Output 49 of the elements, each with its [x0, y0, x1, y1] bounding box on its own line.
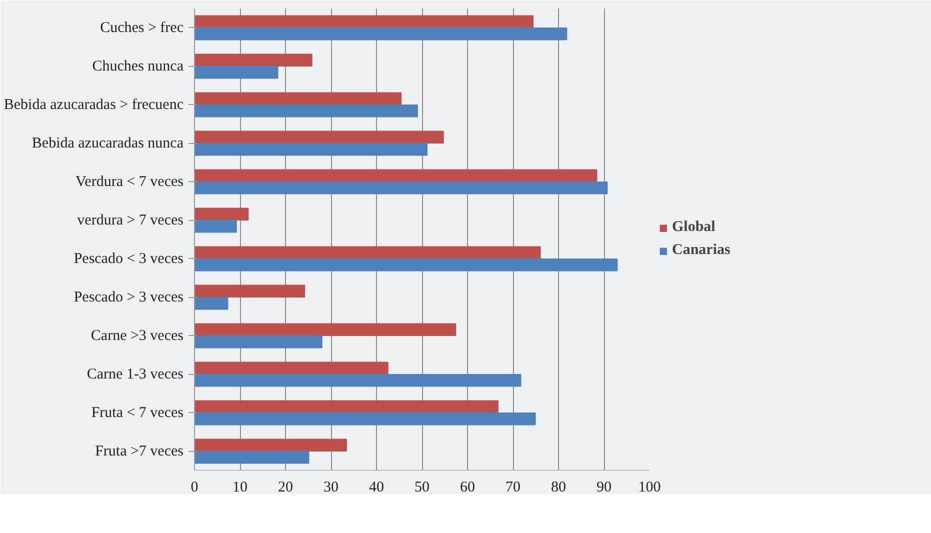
x-tick-label: 10 [232, 480, 248, 496]
bar [194, 15, 534, 28]
y-tick-label: Chuches nunca [92, 58, 184, 74]
bar [194, 323, 456, 336]
bar [194, 258, 618, 272]
bar [194, 284, 306, 298]
bar [194, 182, 608, 194]
y-tick-label: Cuches > frec [100, 20, 184, 36]
y-tick-label: verdura > 7 veces [77, 212, 184, 228]
y-tick-label: Fruta >7 veces [95, 443, 184, 460]
x-tick-label: 40 [369, 480, 384, 496]
bar [194, 92, 402, 105]
x-tick-label: 30 [324, 480, 338, 496]
bar [194, 169, 598, 182]
y-tick-label: Verdura < 7 veces [76, 174, 184, 190]
x-tick-label: 20 [278, 480, 293, 496]
bar [194, 66, 278, 79]
y-tick-label: Pescado < 3 veces [74, 250, 184, 267]
legend-label: Global [672, 219, 716, 236]
x-tick-label: 50 [414, 480, 430, 496]
bar [194, 54, 312, 66]
y-tick-label: Bebida azucaradas nunca [32, 135, 184, 152]
y-tick-label: Carne >3 veces [90, 328, 184, 344]
bar [194, 28, 568, 40]
bar [194, 208, 249, 220]
x-tick-label: 100 [638, 480, 661, 496]
bar [194, 438, 347, 452]
x-tick-label: 90 [596, 480, 612, 496]
bar [194, 336, 322, 348]
legend-label: Canarias [672, 242, 730, 259]
bar [194, 362, 388, 374]
bar [194, 130, 444, 144]
bar [194, 143, 428, 156]
y-tick-label: Pescado > 3 veces [74, 289, 184, 306]
x-tick-label: 0 [190, 480, 198, 496]
bar [194, 220, 237, 233]
bar [194, 246, 541, 259]
y-tick-label: Bebida azucaradas > frecuenc [4, 96, 184, 113]
bar [194, 400, 498, 413]
x-tick-label: 70 [506, 480, 520, 496]
bar [194, 451, 310, 464]
y-tick-label: Fruta < 7 veces [91, 404, 184, 421]
bar [194, 374, 522, 387]
bar [194, 104, 418, 118]
x-tick-label: 60 [460, 480, 475, 496]
x-tick-label: 80 [551, 480, 566, 496]
y-tick-label: Carne 1-3 veces [86, 366, 184, 382]
bar [194, 412, 536, 426]
bar [194, 297, 228, 310]
